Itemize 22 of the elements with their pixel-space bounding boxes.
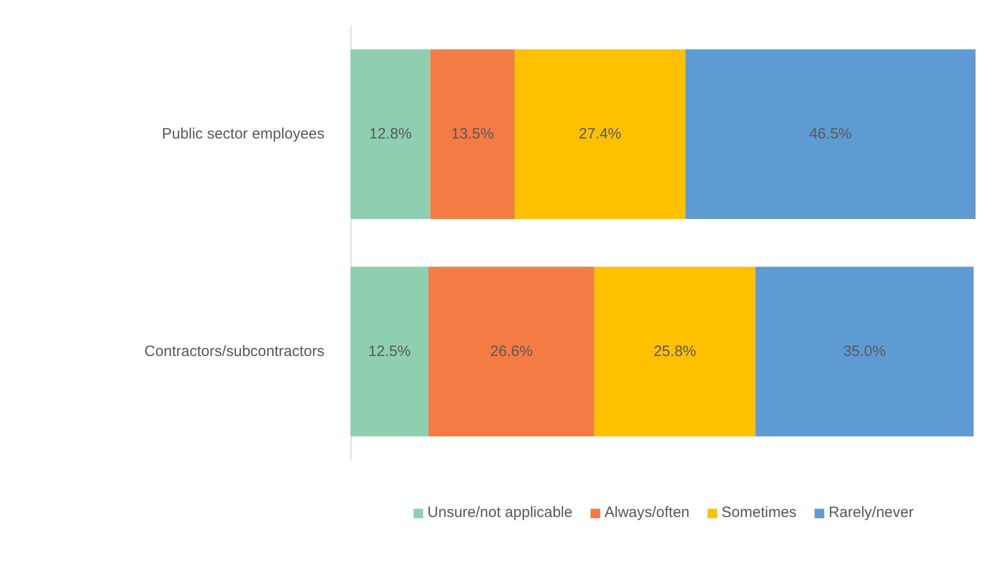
data-label: 26.6%	[490, 343, 533, 360]
bar	[755, 266, 974, 436]
legend-label: Unsure/not applicable	[427, 504, 572, 521]
y-tick-label: Contractors/subcontractors	[144, 343, 325, 360]
legend-label: Sometimes	[722, 504, 797, 521]
bar	[514, 49, 686, 219]
bar	[428, 266, 594, 436]
data-label: 12.5%	[368, 343, 411, 360]
data-label: 35.0%	[843, 343, 886, 360]
legend-label: Always/often	[604, 504, 690, 521]
data-label: 27.4%	[578, 126, 622, 143]
y-tick-label: Public sector employees	[162, 126, 324, 143]
bar	[594, 266, 756, 436]
data-label: 25.8%	[654, 343, 696, 360]
data-label: 12.8%	[369, 126, 412, 143]
bar	[430, 49, 515, 219]
legend-label: Rarely/never	[828, 504, 914, 521]
bar	[350, 266, 428, 436]
data-label: 46.5%	[809, 126, 852, 143]
bar	[350, 49, 430, 219]
data-label: 13.5%	[451, 126, 494, 143]
bar	[685, 49, 976, 219]
